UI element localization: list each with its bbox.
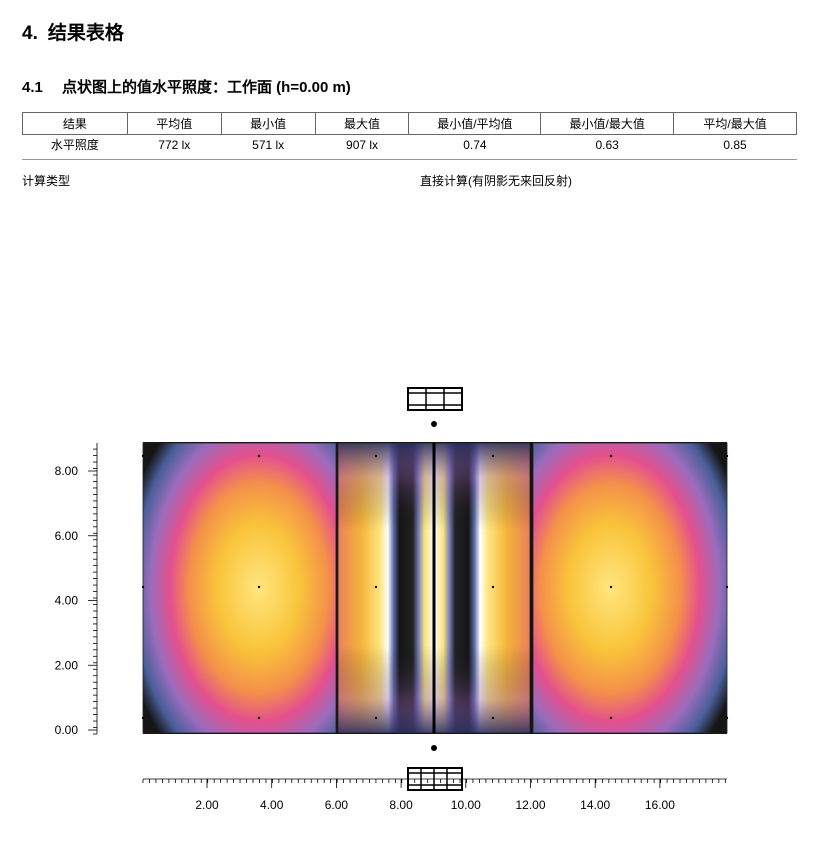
table-cell: 水平照度	[50, 138, 99, 152]
x-tick-label: 2.00	[195, 798, 219, 812]
grid-point	[491, 716, 495, 720]
grid-point	[725, 454, 729, 458]
heading: 4. 结果表格	[22, 18, 124, 45]
grid-point	[491, 585, 495, 589]
table-cell: 571 lx	[252, 137, 285, 152]
grid-point	[725, 716, 729, 720]
x-tick-label: 16.00	[645, 798, 675, 812]
table-cell: 0.74	[463, 137, 487, 152]
y-tick-label: 0.00	[55, 723, 79, 737]
heading-title: 结果表格	[47, 23, 124, 44]
grid-point	[257, 716, 261, 720]
results-table: 结果 平均值 最小值 最大值 最小值/平均值 最小值/最大值 平均/最大值 水平照度 772 …	[22, 112, 797, 154]
grid-point	[374, 716, 378, 720]
area-right	[533, 443, 727, 733]
grid-point	[141, 454, 145, 458]
y-tick-label: 4.00	[55, 594, 79, 608]
x-tick-label: 6.00	[325, 798, 349, 812]
column-header: 平均/最大值	[673, 112, 797, 135]
subheading-title: 点状图上的值水平照度：工作面 (h=0.00 m)	[62, 79, 351, 96]
x-tick-label: 8.00	[389, 798, 413, 812]
column-header: 结果	[22, 112, 128, 135]
table-row: 水平照度 772 lx 571 lx 907 lx 0.74 0.63 0.85	[23, 135, 797, 155]
grid-point	[609, 716, 613, 720]
grid-point	[257, 454, 261, 458]
table-cell: 0.85	[723, 137, 747, 152]
grid-point	[141, 716, 145, 720]
grid-point	[257, 585, 261, 589]
column-header: 最大值	[314, 112, 410, 135]
x-tick-label: 4.00	[260, 798, 284, 812]
grid-point	[374, 585, 378, 589]
grid-point	[609, 454, 613, 458]
heading-number: 4.	[22, 23, 38, 44]
area-left	[143, 443, 336, 733]
luminaire-icon	[407, 387, 463, 411]
grid-point	[609, 585, 613, 589]
subheading: 4.1 点状图上的值水平照度：工作面 (h=0.00 m)	[22, 76, 351, 97]
column-header: 平均值	[126, 112, 222, 135]
y-tick-label: 8.00	[55, 464, 79, 478]
table-cell: 0.63	[595, 137, 619, 152]
grid-point	[374, 454, 378, 458]
table-cell: 772 lx	[158, 137, 191, 152]
marker	[431, 421, 437, 427]
grid-point	[725, 585, 729, 589]
divider	[22, 159, 797, 160]
table-cell: 907 lx	[346, 137, 379, 152]
y-tick-label: 6.00	[55, 529, 79, 543]
x-tick-label: 12.00	[515, 798, 545, 812]
grid-point	[141, 585, 145, 589]
subheading-number: 4.1	[22, 79, 43, 96]
calc-value: 直接计算(有阴影无来回反射)	[420, 174, 572, 188]
grid-point	[491, 454, 495, 458]
calc-label: 计算类型	[22, 174, 71, 188]
x-tick-label: 14.00	[580, 798, 610, 812]
x-tick-label: 10.00	[451, 798, 481, 812]
marker	[431, 745, 437, 751]
y-tick-label: 2.00	[55, 658, 79, 672]
column-header: 最小值/平均值	[408, 112, 542, 135]
